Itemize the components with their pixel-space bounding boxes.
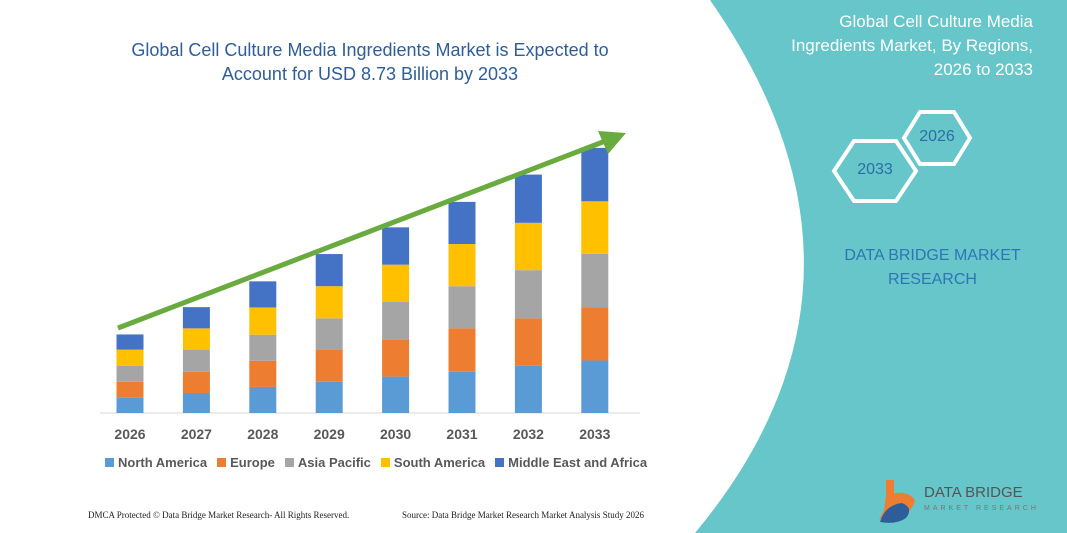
legend-swatch — [217, 458, 227, 467]
x-tick-label: 2028 — [247, 426, 278, 442]
bar-2033-asia-pacific — [581, 253, 609, 308]
bar-2029-middle-east-and-africa — [315, 254, 343, 287]
bar-2030-north-america — [382, 376, 410, 413]
legend-label: South America — [393, 455, 486, 470]
x-tick-label: 2027 — [181, 426, 212, 442]
brand-line1: DATA BRIDGE MARKET — [844, 247, 1021, 264]
x-tick-label: 2026 — [114, 426, 145, 442]
x-tick-label: 2033 — [579, 426, 610, 442]
bar-2030-south-america — [382, 264, 410, 302]
bar-2026-south-america — [116, 349, 144, 366]
legend-swatch — [105, 458, 114, 467]
bar-2026-europe — [116, 381, 144, 398]
legend-label: Asia Pacific — [297, 455, 371, 470]
bar-2027-north-america — [182, 392, 210, 413]
bar-2026-asia-pacific — [116, 365, 144, 382]
hexagon-2033 — [831, 139, 919, 203]
bar-2028-south-america — [249, 307, 277, 335]
bars-group — [116, 147, 609, 413]
side-panel-title: Global Cell Culture Media Ingredients Ma… — [713, 10, 1033, 82]
chart-title: Global Cell Culture Media Ingredients Ma… — [100, 38, 640, 86]
legend-swatch — [495, 458, 505, 467]
hex-label-2026: 2026 — [919, 128, 955, 145]
chart-title-line2: Account for USD 8.73 Billion by 2033 — [221, 64, 519, 84]
x-tick-label: 2031 — [446, 426, 477, 442]
legend: North America Europe Asia Pacific South Ame… — [105, 455, 647, 470]
bar-2031-europe — [448, 328, 476, 372]
bar-2026-middle-east-and-africa — [116, 334, 144, 350]
bar-2027-middle-east-and-africa — [182, 307, 210, 329]
bar-2033-south-america — [581, 201, 609, 254]
x-tick-label: 2029 — [314, 426, 345, 442]
x-tick-labels: 2026 2027 2028 2029 2030 2031 2032 2033 — [114, 426, 610, 442]
bar-2033-middle-east-and-africa — [581, 147, 609, 202]
bar-2031-middle-east-and-africa — [448, 201, 476, 245]
footer-source: Source: Data Bridge Market Research Mark… — [402, 510, 644, 520]
bar-2032-middle-east-and-africa — [514, 174, 542, 223]
legend-label: Europe — [230, 455, 275, 470]
bar-2029-europe — [315, 349, 343, 382]
chart-title-line1: Global Cell Culture Media Ingredients Ma… — [131, 40, 609, 60]
bar-2031-asia-pacific — [448, 286, 476, 329]
side-title-line3: 2026 to 2033 — [933, 60, 1033, 79]
legend-swatch — [284, 458, 294, 467]
x-tick-label: 2030 — [380, 426, 411, 442]
side-title-line1: Global Cell Culture Media — [839, 12, 1033, 31]
bar-2031-south-america — [448, 244, 476, 287]
x-tick-label: 2032 — [513, 426, 544, 442]
legend-label: North America — [118, 455, 208, 470]
bar-2029-south-america — [315, 286, 343, 319]
bar-2029-north-america — [315, 381, 343, 413]
bar-2033-north-america — [581, 360, 609, 413]
legend-item: Middle East and Africa — [495, 455, 647, 470]
brand-line2: RESEARCH — [888, 271, 977, 288]
logo-name: DATA BRIDGE — [924, 484, 1023, 501]
side-panel-shape — [695, 0, 1067, 533]
bar-2026-north-america — [116, 397, 144, 413]
bar-2032-north-america — [514, 365, 542, 413]
logo-icon — [878, 480, 915, 523]
bar-2028-north-america — [249, 386, 277, 413]
legend-item: Europe — [217, 455, 275, 470]
hex-label-2033: 2033 — [857, 161, 893, 178]
logo-tagline: MARKET RESEARCH — [924, 505, 1039, 512]
bar-2027-asia-pacific — [182, 349, 210, 372]
brand-text: DATA BRIDGE MARKET RESEARCH — [830, 244, 1035, 292]
bar-2027-europe — [182, 371, 210, 393]
side-title-line2: Ingredients Market, By Regions, — [791, 36, 1033, 55]
bar-2031-north-america — [448, 371, 476, 413]
legend-label: Middle East and Africa — [508, 455, 648, 470]
bar-2033-europe — [581, 307, 609, 361]
legend-item: North America — [105, 455, 207, 470]
hexagon-2026 — [901, 110, 973, 166]
bar-2032-south-america — [514, 222, 542, 271]
bar-2028-europe — [249, 360, 277, 387]
bar-2027-south-america — [182, 328, 210, 350]
bar-2028-asia-pacific — [249, 334, 277, 361]
trend-arrow — [117, 131, 626, 331]
footer-copyright: DMCA Protected © Data Bridge Market Rese… — [88, 510, 350, 520]
bar-2030-asia-pacific — [382, 301, 410, 340]
bar-2032-europe — [514, 318, 542, 366]
bar-2030-middle-east-and-africa — [382, 227, 410, 265]
bar-2030-europe — [382, 339, 410, 377]
legend-item: Asia Pacific — [284, 455, 371, 470]
bar-2028-middle-east-and-africa — [249, 281, 277, 308]
bar-2029-asia-pacific — [315, 318, 343, 350]
legend-swatch — [380, 458, 390, 467]
bar-2032-asia-pacific — [514, 270, 542, 319]
legend-item: South America — [380, 455, 486, 470]
